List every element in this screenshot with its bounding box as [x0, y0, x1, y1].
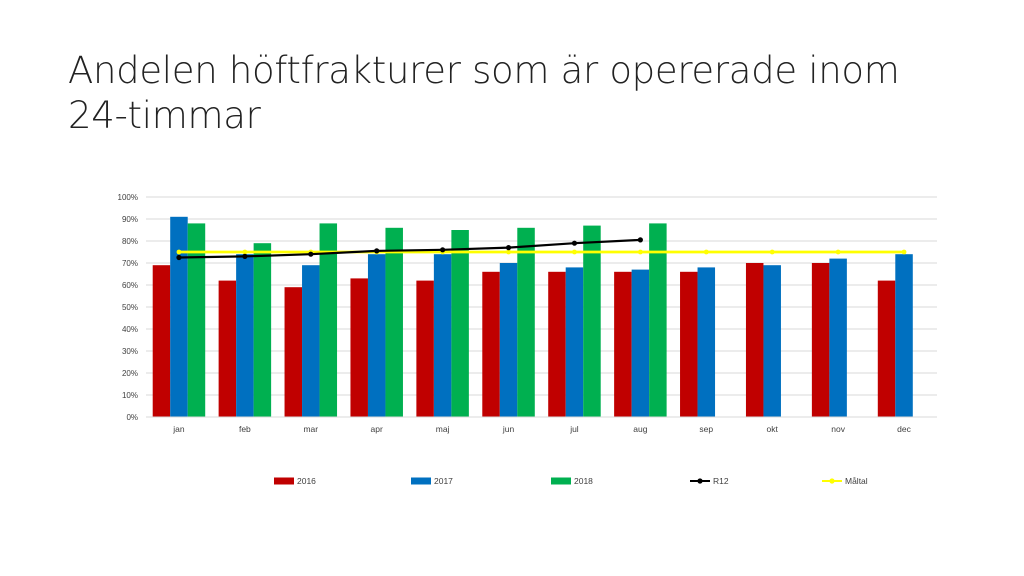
legend-item-2016: 2016	[274, 476, 316, 486]
bar-2016-okt	[745, 263, 764, 417]
bar-2018-apr	[385, 227, 403, 417]
legend-item-R12: R12	[690, 476, 729, 486]
x-tick-label: apr	[371, 424, 383, 434]
slide-title: Andelen höftfrakturer som är opererade i…	[68, 49, 900, 137]
y-tick-label: 80%	[122, 237, 138, 246]
point-R12-apr	[374, 248, 380, 254]
bar-2017-jan	[170, 216, 188, 417]
point-Måltal-jul	[572, 249, 577, 255]
y-tick-label: 60%	[122, 281, 138, 290]
x-tick-label: nov	[831, 424, 845, 434]
point-R12-maj	[440, 247, 446, 253]
legend-label: 2016	[297, 476, 316, 486]
bar-2018-mar	[319, 223, 338, 417]
x-tick-label: feb	[239, 424, 251, 434]
point-R12-mar	[308, 251, 314, 257]
line-R12	[178, 238, 641, 259]
legend-label: 2017	[434, 476, 453, 486]
bar-2018-jul	[583, 225, 601, 417]
x-tick-label: maj	[436, 424, 450, 434]
bar-2017-maj	[433, 254, 452, 417]
point-R12-jun	[505, 245, 512, 251]
point-R12-jul	[571, 240, 578, 246]
point-R12-aug	[637, 237, 643, 243]
y-tick-label: 10%	[122, 391, 138, 400]
legend-marker	[697, 478, 703, 484]
bar-2018-aug	[649, 223, 667, 417]
y-tick-label: 70%	[122, 259, 138, 268]
y-tick-label: 30%	[122, 347, 138, 356]
legend-label: 2018	[574, 476, 593, 486]
bars	[152, 216, 913, 417]
legend-label: R12	[713, 476, 729, 486]
x-tick-label: sep	[699, 424, 713, 434]
bar-2017-jul	[565, 267, 584, 417]
point-Måltal-aug	[637, 249, 643, 255]
bar-2016-jun	[482, 271, 500, 417]
point-Måltal-jan	[176, 249, 182, 255]
x-tick-label: okt	[767, 424, 779, 434]
lines	[176, 237, 907, 261]
legend-item-Måltal: Måltal	[822, 476, 868, 486]
legend-label: Måltal	[845, 476, 868, 486]
y-tick-label: 100%	[118, 193, 138, 202]
bar-2016-maj	[416, 280, 434, 417]
bar-2017-okt	[763, 265, 781, 417]
y-axis-ticks: 0% 10% 20% 30% 40% 50% 60% 70% 80% 90% 100%	[118, 193, 138, 422]
bar-2017-aug	[631, 269, 650, 417]
y-tick-label: 90%	[122, 215, 138, 224]
legend-item-2018: 2018	[551, 476, 593, 486]
bar-2016-mar	[284, 287, 303, 417]
bar-2016-apr	[350, 278, 368, 417]
bar-2017-sep	[697, 267, 716, 417]
y-tick-label: 0%	[126, 413, 138, 422]
bar-2017-nov	[829, 258, 847, 417]
x-axis-ticks: jan feb mar apr maj jun jul aug sep okt nov dec	[172, 424, 911, 434]
bar-2018-maj	[451, 230, 469, 417]
bar-2017-mar	[302, 265, 320, 417]
y-tick-label: 40%	[122, 325, 138, 334]
bar-2017-jun	[499, 263, 518, 417]
x-tick-label: jun	[502, 424, 515, 434]
bar-2018-feb	[253, 243, 272, 417]
y-tick-label: 20%	[122, 369, 138, 378]
point-R12-jan	[176, 254, 182, 261]
point-Måltal-jun	[506, 249, 511, 255]
bar-2016-sep	[680, 271, 698, 417]
x-tick-label: jul	[569, 424, 579, 434]
legend-swatch	[551, 477, 571, 485]
legend: 2016 2017 2018 R12 Måltal	[274, 476, 868, 486]
gridlines	[146, 196, 937, 396]
bar-2016-feb	[218, 280, 237, 417]
bar-2016-dec	[877, 280, 896, 417]
point-Måltal-feb	[242, 249, 248, 255]
bar-2017-dec	[895, 254, 913, 417]
x-tick-label: dec	[897, 424, 911, 434]
bar-2018-jan	[187, 223, 206, 417]
point-R12-feb	[242, 253, 248, 259]
bar-2016-jan	[152, 265, 171, 417]
point-Måltal-nov	[835, 249, 841, 255]
y-tick-label: 50%	[122, 303, 138, 312]
point-Måltal-dec	[901, 249, 907, 255]
point-Måltal-okt	[769, 249, 775, 255]
bar-2017-feb	[236, 254, 254, 417]
legend-swatch	[411, 477, 431, 485]
bar-2016-aug	[614, 271, 632, 417]
legend-swatch	[274, 477, 294, 485]
point-Måltal-sep	[703, 249, 709, 255]
bar-2016-jul	[548, 271, 566, 417]
legend-marker	[829, 478, 835, 484]
legend-item-2017: 2017	[411, 476, 453, 486]
x-tick-label: mar	[303, 424, 318, 434]
bar-2017-apr	[367, 254, 386, 417]
bar-2018-jun	[517, 227, 535, 417]
x-tick-label: jan	[172, 424, 185, 434]
x-tick-label: aug	[633, 424, 647, 434]
bar-2016-nov	[811, 263, 830, 417]
